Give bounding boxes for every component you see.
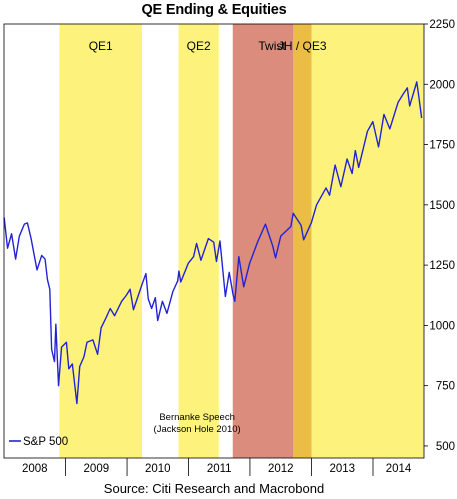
x-tick-label-4: 2012 <box>268 463 294 475</box>
y-axis: 500 750 1000 1250 1500 1750 2000 2250 <box>424 19 455 453</box>
y-tick-label-2: 1000 <box>429 320 455 332</box>
x-tick-label-6: 2014 <box>386 463 412 475</box>
x-tick-label-3: 2011 <box>207 463 232 475</box>
y-tick-label-5: 1750 <box>429 140 455 152</box>
y-tick-label-6: 2000 <box>429 79 455 91</box>
x-tick-label-5: 2013 <box>329 463 355 475</box>
y-tick-label-4: 1500 <box>429 200 455 212</box>
band-3 <box>293 24 312 458</box>
y-tick-label-0: 500 <box>436 441 455 453</box>
legend-label: S&P 500 <box>23 436 68 448</box>
plot-frame <box>3 23 425 459</box>
annotation: Bernanke Speech (Jackson Hole 2010) <box>154 412 241 435</box>
band-label-3: JH / QE3 <box>278 39 327 53</box>
x-tick-label-0: 2008 <box>22 463 48 475</box>
legend: S&P 500 <box>9 436 68 448</box>
y-tick-label-3: 1250 <box>429 260 455 272</box>
plot-border <box>3 23 425 459</box>
series-group <box>3 81 423 405</box>
series-line-0 <box>3 81 423 405</box>
x-tick-label-2: 2010 <box>145 463 171 475</box>
band-label-2: Twist <box>258 39 286 53</box>
chart-title: QE Ending & Equities <box>141 2 287 18</box>
annotation-line1: Bernanke Speech <box>159 412 235 423</box>
source-note: Source: Citi Research and Macrobond <box>103 481 325 496</box>
annotation-line2: (Jackson Hole 2010) <box>154 424 241 435</box>
x-tick-label-1: 2009 <box>84 463 110 475</box>
x-axis: 2008 2009 2010 2011 2012 2013 2014 <box>22 458 412 476</box>
band-label-0: QE1 <box>89 39 113 53</box>
band-label-1: QE2 <box>187 39 211 53</box>
band-0 <box>59 24 143 458</box>
band-4 <box>311 24 424 458</box>
y-tick-label-7: 2250 <box>429 19 455 31</box>
y-tick-label-1: 750 <box>436 381 455 393</box>
